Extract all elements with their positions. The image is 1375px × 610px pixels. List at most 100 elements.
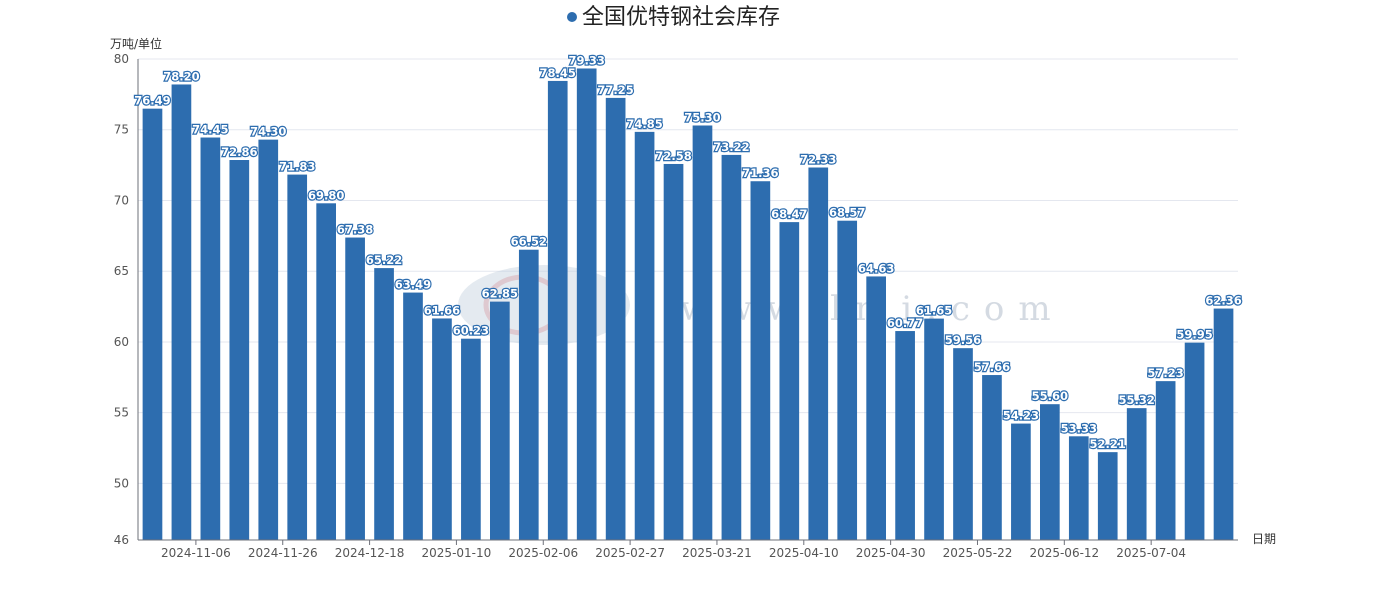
bars (142, 68, 1234, 541)
bar[interactable] (779, 222, 800, 540)
bar[interactable] (490, 301, 510, 540)
y-tick-label: 65 (114, 264, 129, 278)
data-label: 55.32 (1118, 393, 1154, 407)
bar[interactable] (924, 318, 944, 540)
data-labels: 76.49 78.20 74.45 72.86 74.30 71.83 69.80 67.38… (133, 52, 1243, 452)
bar[interactable] (1011, 423, 1031, 540)
bar[interactable] (808, 167, 829, 540)
data-label: 68.47 (771, 207, 807, 221)
bar[interactable] (1040, 404, 1060, 540)
data-label: 55.60 (1032, 389, 1068, 403)
y-tick-label: 75 (114, 123, 129, 137)
x-axis-name: 日期 (1252, 532, 1276, 546)
bar[interactable] (634, 131, 655, 540)
y-tick-label: 55 (114, 406, 129, 420)
bar[interactable] (1097, 452, 1118, 540)
data-label: 57.66 (974, 360, 1010, 374)
x-tick-label: 2024-11-26 (248, 546, 318, 560)
chart-title: 全国优特钢社会库存 (582, 5, 780, 30)
data-label: 54.23 (1003, 409, 1039, 423)
data-label: 72.58 (655, 149, 691, 163)
data-label: 63.49 (395, 278, 431, 292)
data-label: 76.49 (134, 94, 170, 108)
data-label: 61.66 (424, 303, 460, 317)
x-tick-label: 2025-04-10 (769, 546, 839, 560)
bar[interactable] (229, 160, 250, 540)
bar[interactable] (750, 181, 771, 540)
bar[interactable] (316, 203, 336, 541)
data-label: 71.83 (279, 160, 315, 174)
data-label: 62.85 (482, 287, 518, 301)
bar[interactable] (258, 139, 279, 540)
x-tick-label: 2025-04-30 (856, 546, 926, 560)
bar[interactable] (1068, 436, 1089, 540)
bar[interactable] (1155, 381, 1176, 540)
bar[interactable] (692, 125, 713, 540)
watermark-text: www.lmi.com (680, 289, 1065, 329)
data-label: 72.33 (800, 153, 836, 167)
x-tick-label: 2024-12-18 (335, 546, 405, 560)
data-label: 65.22 (366, 253, 402, 267)
data-label: 67.38 (337, 223, 373, 237)
data-label: 60.77 (887, 316, 923, 330)
y-tick-label: 80 (114, 52, 129, 66)
bar[interactable] (895, 331, 915, 540)
bar[interactable] (1184, 342, 1205, 540)
bar[interactable] (866, 276, 886, 540)
data-label: 66.52 (511, 235, 547, 249)
data-label: 69.80 (308, 188, 344, 202)
data-label: 57.23 (1147, 366, 1183, 380)
legend-marker-icon[interactable] (567, 12, 577, 22)
y-tick-label: 70 (114, 193, 129, 207)
x-tick-label: 2025-06-12 (1029, 546, 1099, 560)
data-label: 61.65 (916, 304, 952, 318)
data-label: 77.25 (597, 83, 633, 97)
data-label: 59.95 (1176, 328, 1212, 342)
bar[interactable] (200, 137, 221, 540)
data-label: 75.30 (684, 110, 720, 124)
x-tick-label: 2025-02-06 (508, 546, 578, 560)
data-label: 78.45 (540, 66, 576, 80)
x-tick-label: 2025-02-27 (595, 546, 665, 560)
bar[interactable] (576, 68, 597, 541)
bar[interactable] (461, 338, 481, 540)
bar[interactable] (403, 292, 423, 540)
x-tick-label: 2025-05-22 (943, 546, 1013, 560)
x-tick-label: 2025-03-21 (682, 546, 752, 560)
data-label: 74.30 (250, 125, 286, 139)
bar[interactable] (142, 108, 163, 540)
bar[interactable] (518, 249, 539, 541)
bar[interactable] (982, 375, 1002, 540)
y-tick-label: 46 (114, 533, 129, 547)
bar[interactable] (663, 163, 684, 540)
bar[interactable] (837, 220, 858, 541)
bar[interactable] (953, 348, 973, 540)
bar[interactable] (287, 174, 308, 540)
data-label: 59.56 (945, 333, 981, 347)
data-label: 74.45 (192, 123, 228, 137)
bar[interactable] (171, 84, 192, 540)
x-tick-label: 2024-11-06 (161, 546, 231, 560)
data-label: 68.57 (829, 206, 865, 220)
bar[interactable] (432, 318, 452, 540)
y-tick-label: 50 (114, 476, 129, 490)
data-label: 53.33 (1061, 421, 1097, 435)
bar[interactable] (345, 237, 365, 540)
bar[interactable] (721, 154, 742, 540)
data-label: 74.85 (626, 117, 662, 131)
data-label: 62.36 (1205, 294, 1241, 308)
bar[interactable] (374, 268, 394, 540)
data-label: 64.63 (858, 261, 894, 275)
y-tick-label: 60 (114, 335, 129, 349)
axes: 2024-11-06 2024-11-26 2024-12-18 2025-01-10… (137, 59, 1238, 560)
bar[interactable] (547, 80, 568, 540)
bar[interactable] (1213, 308, 1234, 540)
data-label: 78.20 (163, 69, 199, 83)
data-label: 79.33 (568, 53, 604, 67)
y-axis-unit-label: 万吨/单位 (110, 36, 162, 51)
x-tick-label: 2025-07-04 (1116, 546, 1186, 560)
bar[interactable] (1126, 408, 1147, 540)
bar[interactable] (605, 97, 626, 540)
x-tick-label: 2025-01-10 (422, 546, 492, 560)
